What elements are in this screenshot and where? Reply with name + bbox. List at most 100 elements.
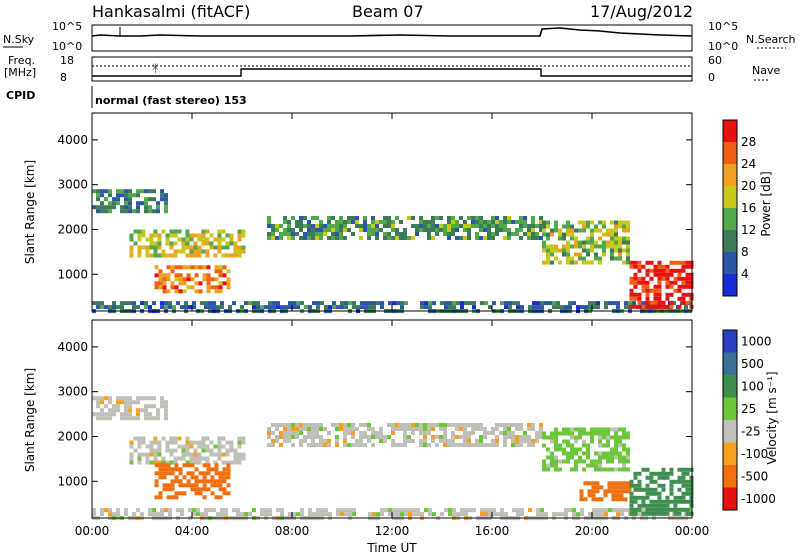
velocity-echo-cell [319, 423, 323, 427]
velocity-echo-cell [173, 440, 178, 445]
velocity-echo-cell [92, 412, 96, 417]
power-echo-cell [383, 216, 387, 220]
velocity-echo-cell [206, 467, 211, 472]
power-echo-cell [479, 228, 483, 232]
power-echo-cell [602, 252, 606, 257]
power-echo-cell [355, 220, 359, 224]
velocity-colorbar-frame [722, 329, 738, 511]
velocity-echo-cell [104, 396, 108, 401]
velocity-echo-cell [193, 440, 198, 445]
power-echo-cell [443, 232, 447, 236]
power-echo-cell [144, 301, 148, 306]
power-echo-cell [610, 240, 614, 245]
power-echo-cell [129, 249, 134, 254]
velocity-echo-cell [197, 440, 202, 445]
power-echo-cell [440, 301, 444, 306]
power-echo-cell [198, 281, 203, 286]
velocity-echo-cell [606, 451, 610, 456]
power-echo-cell [214, 265, 219, 270]
power-echoes [92, 189, 694, 314]
velocity-echo-cell [657, 495, 662, 500]
velocity-echo-cell [626, 435, 630, 440]
velocity-echo-cell [268, 508, 272, 513]
power-echo-cell [645, 292, 650, 297]
power-echo-cell [566, 232, 570, 237]
power-echo-cell [499, 220, 503, 224]
power-echo-cell [222, 273, 227, 278]
power-echo-cell [448, 301, 452, 306]
velocity-echo-cell [173, 448, 178, 453]
velocity-echo-cell [193, 456, 198, 461]
power-echo-cell [323, 224, 327, 228]
power-echo-cell [194, 289, 199, 294]
velocity-colorbar-tick: 1000 [741, 334, 772, 348]
power-echo-cell [218, 265, 223, 270]
velocity-echo-cell [467, 439, 471, 443]
power-echo-cell [92, 205, 96, 210]
power-echo-cell [355, 224, 359, 228]
velocity-echo-cell [570, 427, 574, 432]
power-echo-cell [427, 220, 431, 224]
power-echo-cell [508, 305, 512, 310]
power-echo-cell [363, 220, 367, 224]
power-echo-cell [267, 216, 271, 220]
power-echo-cell [166, 265, 171, 270]
velocity-echo-cell [213, 444, 218, 449]
velocity-echo-cell [440, 512, 444, 517]
velocity-echo-cell [248, 512, 252, 517]
power-echo-cell [129, 245, 134, 250]
power-echo-cell [535, 224, 539, 228]
velocity-echo-cell [335, 439, 339, 443]
velocity-echo-cell [562, 451, 566, 456]
velocity-echo-cell [200, 512, 204, 517]
velocity-echo-cell [629, 511, 634, 516]
velocity-echo-cell [531, 427, 535, 431]
power-echo-cell [614, 256, 618, 261]
power-echo-cell [218, 281, 223, 286]
power-echo-cell [657, 300, 662, 305]
power-echo-cell [104, 197, 108, 202]
power-echo-cell [606, 232, 610, 237]
velocity-echo-cell [137, 436, 142, 441]
power-echo-cell [649, 288, 654, 293]
power-echo-cell [451, 216, 455, 220]
power-echo-cell [645, 284, 650, 289]
power-echo-cell [554, 256, 558, 261]
power-echo-cell [276, 301, 280, 306]
power-echo-cell [359, 236, 363, 240]
power-echo-cell [217, 245, 222, 250]
velocity-echo-cell [411, 431, 415, 435]
power-echo-cell [528, 305, 532, 310]
velocity-echo-cell [576, 512, 580, 517]
velocity-echo-cell [352, 508, 356, 513]
power-echo-cell [626, 260, 630, 265]
velocity-echo-cell [279, 431, 283, 435]
velocity-echo-cell [528, 508, 532, 513]
velocity-echo-cell [149, 440, 154, 445]
power-echo-cell [399, 220, 403, 224]
time-xtick-label: 00:00 [75, 524, 110, 538]
power-echo-cell [100, 209, 104, 214]
velocity-echo-cell [463, 439, 467, 443]
velocity-echo-cell [260, 512, 264, 517]
power-echo-cell [178, 265, 183, 270]
power-echo-cell [629, 264, 634, 269]
power-echo-cell [185, 241, 190, 246]
velocity-echo-cell [206, 463, 211, 468]
power-echo-cell [685, 284, 690, 289]
velocity-echo-cell [452, 508, 456, 513]
velocity-echo-cell [511, 439, 515, 443]
power-echo-cell [148, 205, 152, 210]
velocity-echo-cell [614, 435, 618, 440]
velocity-echo-cell [527, 439, 531, 443]
velocity-echo-cell [104, 404, 108, 409]
velocity-echo-cell [435, 443, 439, 447]
power-echo-cell [371, 228, 375, 232]
velocity-echo-cell [252, 508, 256, 513]
velocity-echo-cell [431, 435, 435, 439]
velocity-echo-cell [435, 435, 439, 439]
velocity-echo-cell [623, 485, 628, 490]
power-echo-cell [244, 301, 248, 306]
power-echo-cell [124, 205, 128, 210]
power-echo-cell [614, 228, 618, 233]
